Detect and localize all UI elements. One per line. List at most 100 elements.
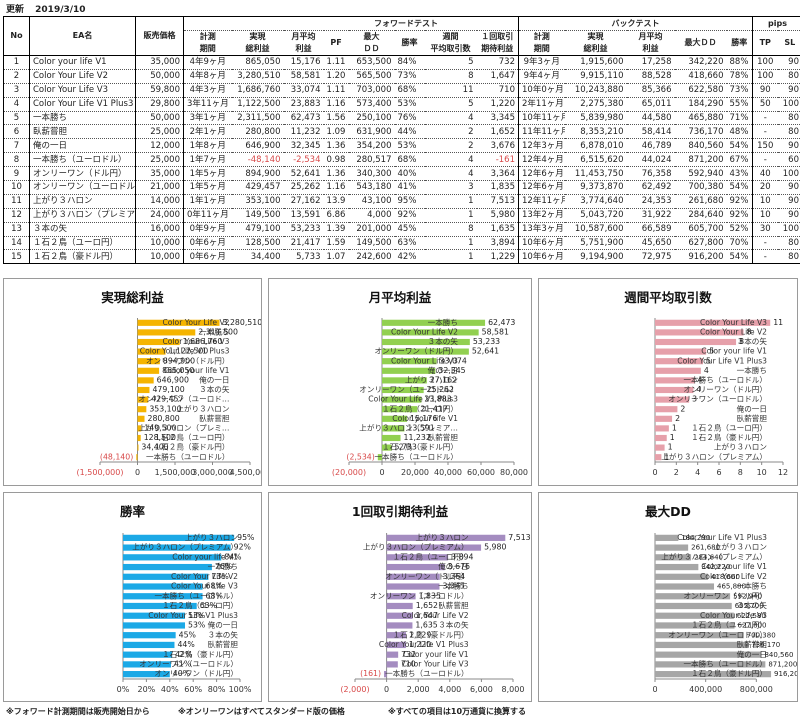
col-bt-period: 計測 — [533, 32, 550, 41]
bar — [386, 602, 413, 610]
cell-fw-monthly-profit: -2,534 — [283, 152, 324, 168]
bar — [655, 444, 665, 451]
update-info: 更新 2019/3/10 — [6, 2, 94, 15]
category-label: Color Your Life V2 — [402, 611, 469, 620]
cell-sl: 90 — [777, 83, 800, 98]
category-label: 臥薪嘗胆 — [438, 600, 469, 610]
category-label: １石２鳥（ユーロ円） — [382, 403, 458, 413]
category-label: オンリーワン（ユーロドル） — [370, 591, 469, 600]
category-label: Color Your Life V2 — [700, 327, 767, 336]
value-label: 21,417 — [420, 404, 447, 413]
category-label: オンリーワン（ドル円） — [374, 347, 458, 356]
category-label: 一本勝ち — [737, 365, 767, 375]
value-label: 1,122,500 — [169, 347, 209, 356]
bar — [655, 583, 715, 590]
cell-ea-name: 上がり３ハロン — [29, 194, 136, 209]
cell-bt-total-profit: 11,453,750 — [564, 166, 627, 182]
bar — [655, 319, 771, 326]
cell-fw-period: 0年6ヶ月 — [183, 236, 232, 251]
cell-sl: 80 — [777, 236, 800, 251]
category-label: Color Your Life V2 — [391, 327, 458, 336]
category-label: ３本の矢 — [208, 629, 239, 639]
category-label: オンリーワン（ドル円） — [683, 591, 767, 600]
cell-bt-monthly-profit: 76,358 — [626, 166, 675, 182]
cell-bt-period: 13年3ヶ月 — [518, 222, 565, 237]
cell-fw-max-dd: 4,000 — [348, 208, 395, 223]
bar — [123, 602, 197, 610]
cell-fw-monthly-profit: 15,176 — [283, 55, 324, 70]
cell-fw-total-profit: 1,686,760 — [231, 83, 284, 98]
value-label: 34,400 — [141, 443, 168, 452]
cell-bt-max-dd: 592,940 — [674, 166, 727, 182]
value-label: 353,100 — [149, 404, 181, 413]
category-label: 一本勝ち（ユーロドル） — [374, 451, 458, 461]
category-label: 臥薪嘗胆 — [208, 639, 239, 649]
category-label: Color your life V1 — [164, 366, 230, 375]
cell-bt-period: 12年4ヶ月 — [518, 152, 565, 168]
value-label: 865,050 — [162, 366, 194, 375]
cell-fw-expected-profit: 1,647 — [476, 69, 519, 84]
x-tick-label: 800,000 — [740, 685, 773, 694]
cell-tp: - — [752, 111, 778, 126]
category-label: 臥薪嘗胆 — [737, 413, 768, 423]
value-label: 149,500 — [144, 423, 176, 432]
cell-fw-pf: 1.09 — [323, 124, 349, 140]
cell-ea-name: 俺の一日 — [29, 138, 136, 154]
category-label: Color your life V1 — [701, 347, 767, 356]
cell-fw-win-rate: 44% — [394, 124, 425, 140]
value-label: 3,280,510 — [223, 318, 261, 327]
category-label: Color Your Life V1 Plus3 — [677, 356, 767, 365]
category-label: Color Your Life V2 — [700, 572, 767, 581]
cell-fw-total-profit: 1,122,500 — [231, 97, 284, 112]
cell-row-no: 8 — [3, 152, 30, 168]
col-fw-monthly: 月平均 — [291, 32, 316, 41]
cell-price: 50,000 — [135, 111, 184, 126]
cell-bt-monthly-profit: 65,011 — [626, 97, 675, 112]
category-label: 上がり３ハロン — [405, 374, 458, 384]
category-label: ３本の矢 — [737, 336, 768, 346]
cell-bt-total-profit: 8,353,210 — [564, 124, 627, 140]
cell-fw-max-dd: 543,180 — [348, 180, 395, 195]
cell-bt-max-dd: 871,200 — [674, 152, 727, 168]
cell-tp: 10 — [752, 208, 778, 223]
col-bt-total: 実現 — [587, 32, 604, 41]
table-row: 6 臥薪嘗胆 25,000 2年1ヶ月 280,800 11,232 1.09 631,900… — [3, 124, 800, 140]
value-label: 32,345 — [438, 366, 465, 375]
col-fw-win: 勝率 — [394, 30, 425, 56]
cell-fw-pf: 1.07 — [323, 249, 349, 265]
cell-bt-monthly-profit: 88,528 — [626, 69, 675, 84]
cell-bt-win-rate: 43% — [726, 166, 753, 182]
cell-fw-monthly-profit: 58,581 — [283, 69, 324, 84]
bar — [655, 563, 699, 571]
value-label: 1,229 — [409, 630, 431, 639]
cell-row-no: 5 — [3, 111, 30, 126]
cell-bt-max-dd: 700,380 — [674, 180, 727, 195]
value-label: 68% — [206, 591, 223, 600]
category-label: 上がり３ハロン（プレミア… — [359, 422, 458, 432]
cell-fw-monthly-profit: 23,883 — [283, 97, 324, 112]
cell-fw-expected-profit: 1,635 — [476, 222, 519, 237]
cell-bt-max-dd: 418,660 — [674, 69, 727, 84]
value-label: 280,800 — [148, 414, 180, 423]
cell-fw-max-dd: 573,400 — [348, 97, 395, 112]
cell-row-no: 3 — [3, 83, 30, 98]
bar — [382, 425, 405, 432]
cell-bt-win-rate: 78% — [726, 69, 753, 84]
cell-fw-win-rate: 68% — [394, 83, 425, 98]
cell-fw-win-rate: 76% — [394, 111, 425, 126]
x-tick-label: 0 — [652, 468, 657, 477]
value-label: 4 — [696, 385, 701, 394]
bar — [655, 386, 694, 394]
cell-row-no: 13 — [3, 222, 30, 237]
cell-fw-pf: 1.36 — [323, 166, 349, 182]
value-label: 1,220 — [409, 640, 431, 649]
cell-fw-monthly-profit: 52,641 — [283, 166, 324, 182]
cell-tp: - — [752, 124, 778, 140]
bar — [123, 563, 212, 571]
category-label: 一本勝ち — [428, 317, 458, 327]
x-tick-label: (20,000) — [332, 468, 366, 477]
category-label: ３本の矢 — [199, 384, 230, 394]
chart-max-dd: 0 400,000 800,000 Color Your Life V1 Plus31… — [652, 533, 797, 694]
cell-bt-monthly-profit: 17,258 — [626, 55, 675, 70]
